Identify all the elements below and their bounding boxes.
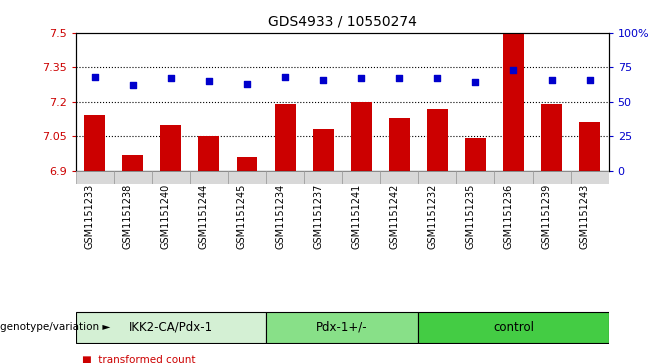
Text: control: control <box>493 321 534 334</box>
Point <box>318 77 328 82</box>
Bar <box>418 312 609 343</box>
Bar <box>380 171 418 184</box>
Point <box>546 77 557 82</box>
Title: GDS4933 / 10550274: GDS4933 / 10550274 <box>268 15 417 29</box>
Text: GSM1151241: GSM1151241 <box>351 184 361 249</box>
Bar <box>418 171 457 184</box>
Point <box>584 77 595 82</box>
Bar <box>503 33 524 171</box>
Text: GSM1151237: GSM1151237 <box>313 184 323 249</box>
Bar <box>427 109 448 171</box>
Bar <box>532 171 570 184</box>
Bar <box>389 118 410 171</box>
Point <box>356 75 367 81</box>
Bar <box>190 171 228 184</box>
Bar <box>570 171 609 184</box>
Text: genotype/variation ►: genotype/variation ► <box>0 322 111 333</box>
Bar <box>152 171 190 184</box>
Text: GSM1151242: GSM1151242 <box>390 184 399 249</box>
Bar <box>541 104 562 171</box>
Bar <box>228 171 266 184</box>
Bar <box>579 122 600 171</box>
Text: GSM1151243: GSM1151243 <box>580 184 590 249</box>
Bar <box>161 125 182 171</box>
Point <box>241 81 252 87</box>
Text: GSM1151240: GSM1151240 <box>161 184 171 249</box>
Text: GSM1151244: GSM1151244 <box>199 184 209 249</box>
Bar <box>114 171 152 184</box>
Point <box>280 74 290 80</box>
Bar <box>76 312 266 343</box>
Point <box>470 79 480 85</box>
Text: GSM1151232: GSM1151232 <box>427 184 438 249</box>
Text: GSM1151239: GSM1151239 <box>542 184 551 249</box>
Bar <box>342 171 380 184</box>
Bar <box>76 171 114 184</box>
Bar <box>304 171 342 184</box>
Bar <box>266 171 304 184</box>
Text: ■  transformed count: ■ transformed count <box>82 355 195 363</box>
Bar <box>465 138 486 171</box>
Point <box>128 82 138 88</box>
Text: GSM1151234: GSM1151234 <box>275 184 285 249</box>
Text: IKK2-CA/Pdx-1: IKK2-CA/Pdx-1 <box>129 321 213 334</box>
Text: GSM1151245: GSM1151245 <box>237 184 247 249</box>
Bar <box>199 136 219 171</box>
Bar <box>84 115 105 171</box>
Text: Pdx-1+/-: Pdx-1+/- <box>316 321 368 334</box>
Bar <box>122 155 143 171</box>
Bar <box>274 104 295 171</box>
Point <box>204 78 215 84</box>
Point <box>166 75 176 81</box>
Bar <box>457 171 494 184</box>
Bar <box>236 157 257 171</box>
Bar <box>313 129 334 171</box>
Bar <box>351 102 372 171</box>
Bar <box>494 171 532 184</box>
Point <box>394 75 405 81</box>
Point <box>432 75 443 81</box>
Text: GSM1151235: GSM1151235 <box>465 184 475 249</box>
Bar <box>266 312 418 343</box>
Point <box>508 67 519 73</box>
Text: GSM1151238: GSM1151238 <box>123 184 133 249</box>
Text: GSM1151236: GSM1151236 <box>503 184 513 249</box>
Text: GSM1151233: GSM1151233 <box>85 184 95 249</box>
Point <box>89 74 100 80</box>
